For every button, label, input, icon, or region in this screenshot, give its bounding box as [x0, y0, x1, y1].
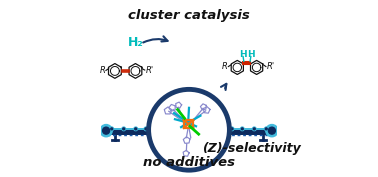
Bar: [107, 128, 152, 130]
Text: (Z)-selectivity: (Z)-selectivity: [202, 142, 301, 155]
Circle shape: [240, 127, 244, 131]
Circle shape: [146, 127, 150, 131]
Text: R': R': [146, 65, 154, 75]
Text: H: H: [239, 50, 247, 59]
Circle shape: [222, 128, 223, 130]
Circle shape: [135, 128, 137, 130]
Circle shape: [221, 127, 224, 131]
Bar: [226, 129, 271, 135]
Bar: [107, 129, 152, 135]
Bar: [150, 129, 151, 135]
Circle shape: [253, 127, 256, 131]
Circle shape: [110, 127, 113, 131]
Circle shape: [228, 127, 232, 131]
Circle shape: [134, 127, 138, 131]
Circle shape: [103, 127, 110, 134]
Circle shape: [148, 88, 230, 171]
Circle shape: [268, 127, 275, 134]
Circle shape: [265, 127, 268, 131]
Circle shape: [229, 128, 231, 130]
Text: no additives: no additives: [143, 156, 235, 169]
Circle shape: [265, 128, 267, 130]
Circle shape: [230, 127, 234, 131]
Bar: [227, 129, 228, 135]
Text: R': R': [266, 62, 275, 71]
Circle shape: [144, 127, 148, 131]
Circle shape: [122, 127, 125, 131]
Bar: [150, 128, 151, 130]
Text: H₂: H₂: [127, 36, 143, 49]
Circle shape: [231, 128, 233, 130]
Circle shape: [100, 125, 112, 137]
Circle shape: [145, 128, 147, 130]
Circle shape: [123, 128, 125, 130]
Text: cluster catalysis: cluster catalysis: [128, 10, 250, 22]
Bar: [227, 128, 228, 130]
Circle shape: [155, 128, 156, 130]
Text: H: H: [247, 50, 255, 59]
Circle shape: [147, 128, 149, 130]
Circle shape: [266, 125, 278, 137]
Circle shape: [111, 128, 113, 130]
Circle shape: [241, 128, 243, 130]
Text: R: R: [99, 65, 105, 75]
Circle shape: [253, 128, 255, 130]
Circle shape: [154, 127, 157, 131]
Text: R: R: [222, 62, 228, 71]
Bar: [226, 128, 271, 130]
